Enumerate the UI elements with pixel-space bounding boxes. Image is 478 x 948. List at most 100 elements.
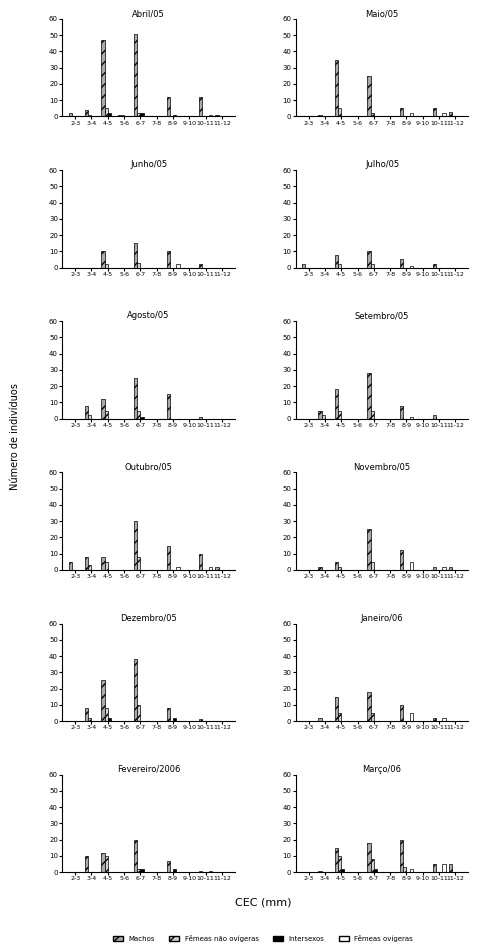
Bar [101,556,105,570]
Title: Julho/05: Julho/05 [365,160,399,170]
Bar [121,115,124,117]
Bar [166,545,170,570]
Bar [88,415,91,419]
Bar [134,659,137,721]
Bar [400,551,403,570]
Bar [141,869,144,872]
Title: Abril/05: Abril/05 [132,9,165,18]
Bar [108,113,111,117]
Text: CEC (mm): CEC (mm) [235,898,291,907]
Bar [199,870,202,872]
Bar [410,266,413,267]
Bar [101,852,105,872]
Bar [442,718,445,721]
Bar [433,567,436,570]
Bar [338,567,341,570]
Bar [105,410,108,419]
Legend: Machos, Fêmeas não ovígeras, Intersexos, Fêmeas ovígeras: Machos, Fêmeas não ovígeras, Intersexos,… [110,932,416,944]
Bar [101,251,105,267]
Title: Agosto/05: Agosto/05 [128,312,170,320]
Title: Setembro/05: Setembro/05 [355,312,409,320]
Bar [370,859,374,872]
Bar [449,112,452,117]
Bar [176,567,180,570]
Bar [137,113,141,117]
Bar [370,113,374,117]
Bar [166,251,170,267]
Bar [370,264,374,267]
Bar [134,378,137,419]
Bar [88,115,91,117]
Bar [400,406,403,419]
Bar [199,720,202,721]
Bar [101,399,105,419]
Bar [137,869,141,872]
Bar [318,115,322,117]
Bar [318,870,322,872]
Bar [367,843,370,872]
Bar [433,415,436,419]
Bar [216,115,219,117]
Bar [410,562,413,570]
Title: Março/06: Março/06 [362,765,402,774]
Title: Janeiro/06: Janeiro/06 [361,613,403,623]
Bar [209,870,212,872]
Bar [108,718,111,721]
Bar [335,848,338,872]
Bar [442,113,445,117]
Bar [410,113,413,117]
Bar [199,97,202,117]
Bar [209,567,212,570]
Title: Fevereiro/2006: Fevereiro/2006 [117,765,180,774]
Bar [166,97,170,117]
Bar [134,33,137,117]
Bar [199,417,202,419]
Bar [134,244,137,267]
Bar [69,562,72,570]
Bar [370,410,374,419]
Bar [318,718,322,721]
Title: Dezembro/05: Dezembro/05 [120,613,177,623]
Title: Maio/05: Maio/05 [365,9,399,18]
Bar [410,713,413,721]
Bar [105,708,108,721]
Bar [335,255,338,267]
Bar [199,554,202,570]
Bar [137,410,141,419]
Bar [338,108,341,117]
Bar [85,110,88,117]
Bar [166,861,170,872]
Bar [318,567,322,570]
Bar [173,718,176,721]
Bar [85,406,88,419]
Bar [322,415,325,419]
Bar [85,856,88,872]
Bar [302,264,305,267]
Bar [105,264,108,267]
Bar [137,556,141,570]
Bar [442,567,445,570]
Bar [176,264,180,267]
Bar [400,840,403,872]
Text: Número de indivíduos: Número de indivíduos [10,383,20,489]
Bar [370,562,374,570]
Bar [433,718,436,721]
Bar [141,417,144,419]
Bar [137,704,141,721]
Bar [173,115,176,117]
Bar [338,410,341,419]
Bar [442,864,445,872]
Bar [449,567,452,570]
Bar [410,869,413,872]
Title: Junho/05: Junho/05 [130,160,167,170]
Bar [403,867,406,872]
Bar [367,692,370,721]
Bar [335,562,338,570]
Bar [69,113,72,117]
Bar [101,681,105,721]
Bar [367,529,370,570]
Bar [216,567,219,570]
Bar [85,708,88,721]
Bar [338,264,341,267]
Bar [400,704,403,721]
